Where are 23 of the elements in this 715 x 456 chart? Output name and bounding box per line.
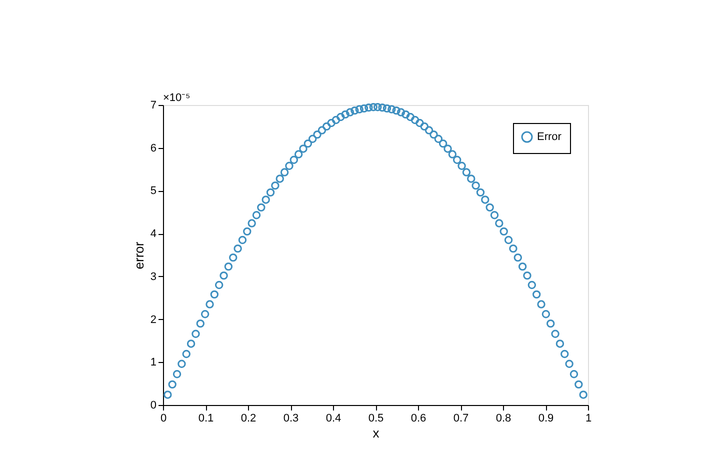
x-tick-label: 0.5 xyxy=(368,412,384,424)
y-tick-label: 5 xyxy=(150,185,156,198)
x-tick-label: 0.4 xyxy=(326,412,342,424)
x-tick-label: 0.6 xyxy=(410,412,426,424)
x-tick-label: 0.9 xyxy=(538,412,554,424)
y-tick-label: 7 xyxy=(150,100,156,112)
x-tick-label: 0.7 xyxy=(453,412,469,424)
y-tick-label: 0 xyxy=(150,400,156,412)
y-tick-label: 6 xyxy=(150,142,156,154)
y-tick-label: 2 xyxy=(150,314,156,326)
legend-label: Error xyxy=(537,131,562,143)
y-tick-label: 3 xyxy=(150,270,156,283)
x-tick-label: 0 xyxy=(160,412,167,424)
x-tick-label: 0.8 xyxy=(496,412,512,424)
x-axis-title: x xyxy=(372,426,380,440)
x-tick-label: 0.2 xyxy=(240,412,256,424)
x-tick-label: 0.3 xyxy=(283,412,299,424)
y-tick-label: 4 xyxy=(150,228,156,240)
text: ×10⁻⁵ xyxy=(163,92,190,104)
y-tick-label: 1 xyxy=(150,356,156,369)
y-axis-title: error xyxy=(131,241,146,270)
x-tick-label: 1 xyxy=(585,412,592,424)
x-tick-label: 0.1 xyxy=(198,412,214,424)
